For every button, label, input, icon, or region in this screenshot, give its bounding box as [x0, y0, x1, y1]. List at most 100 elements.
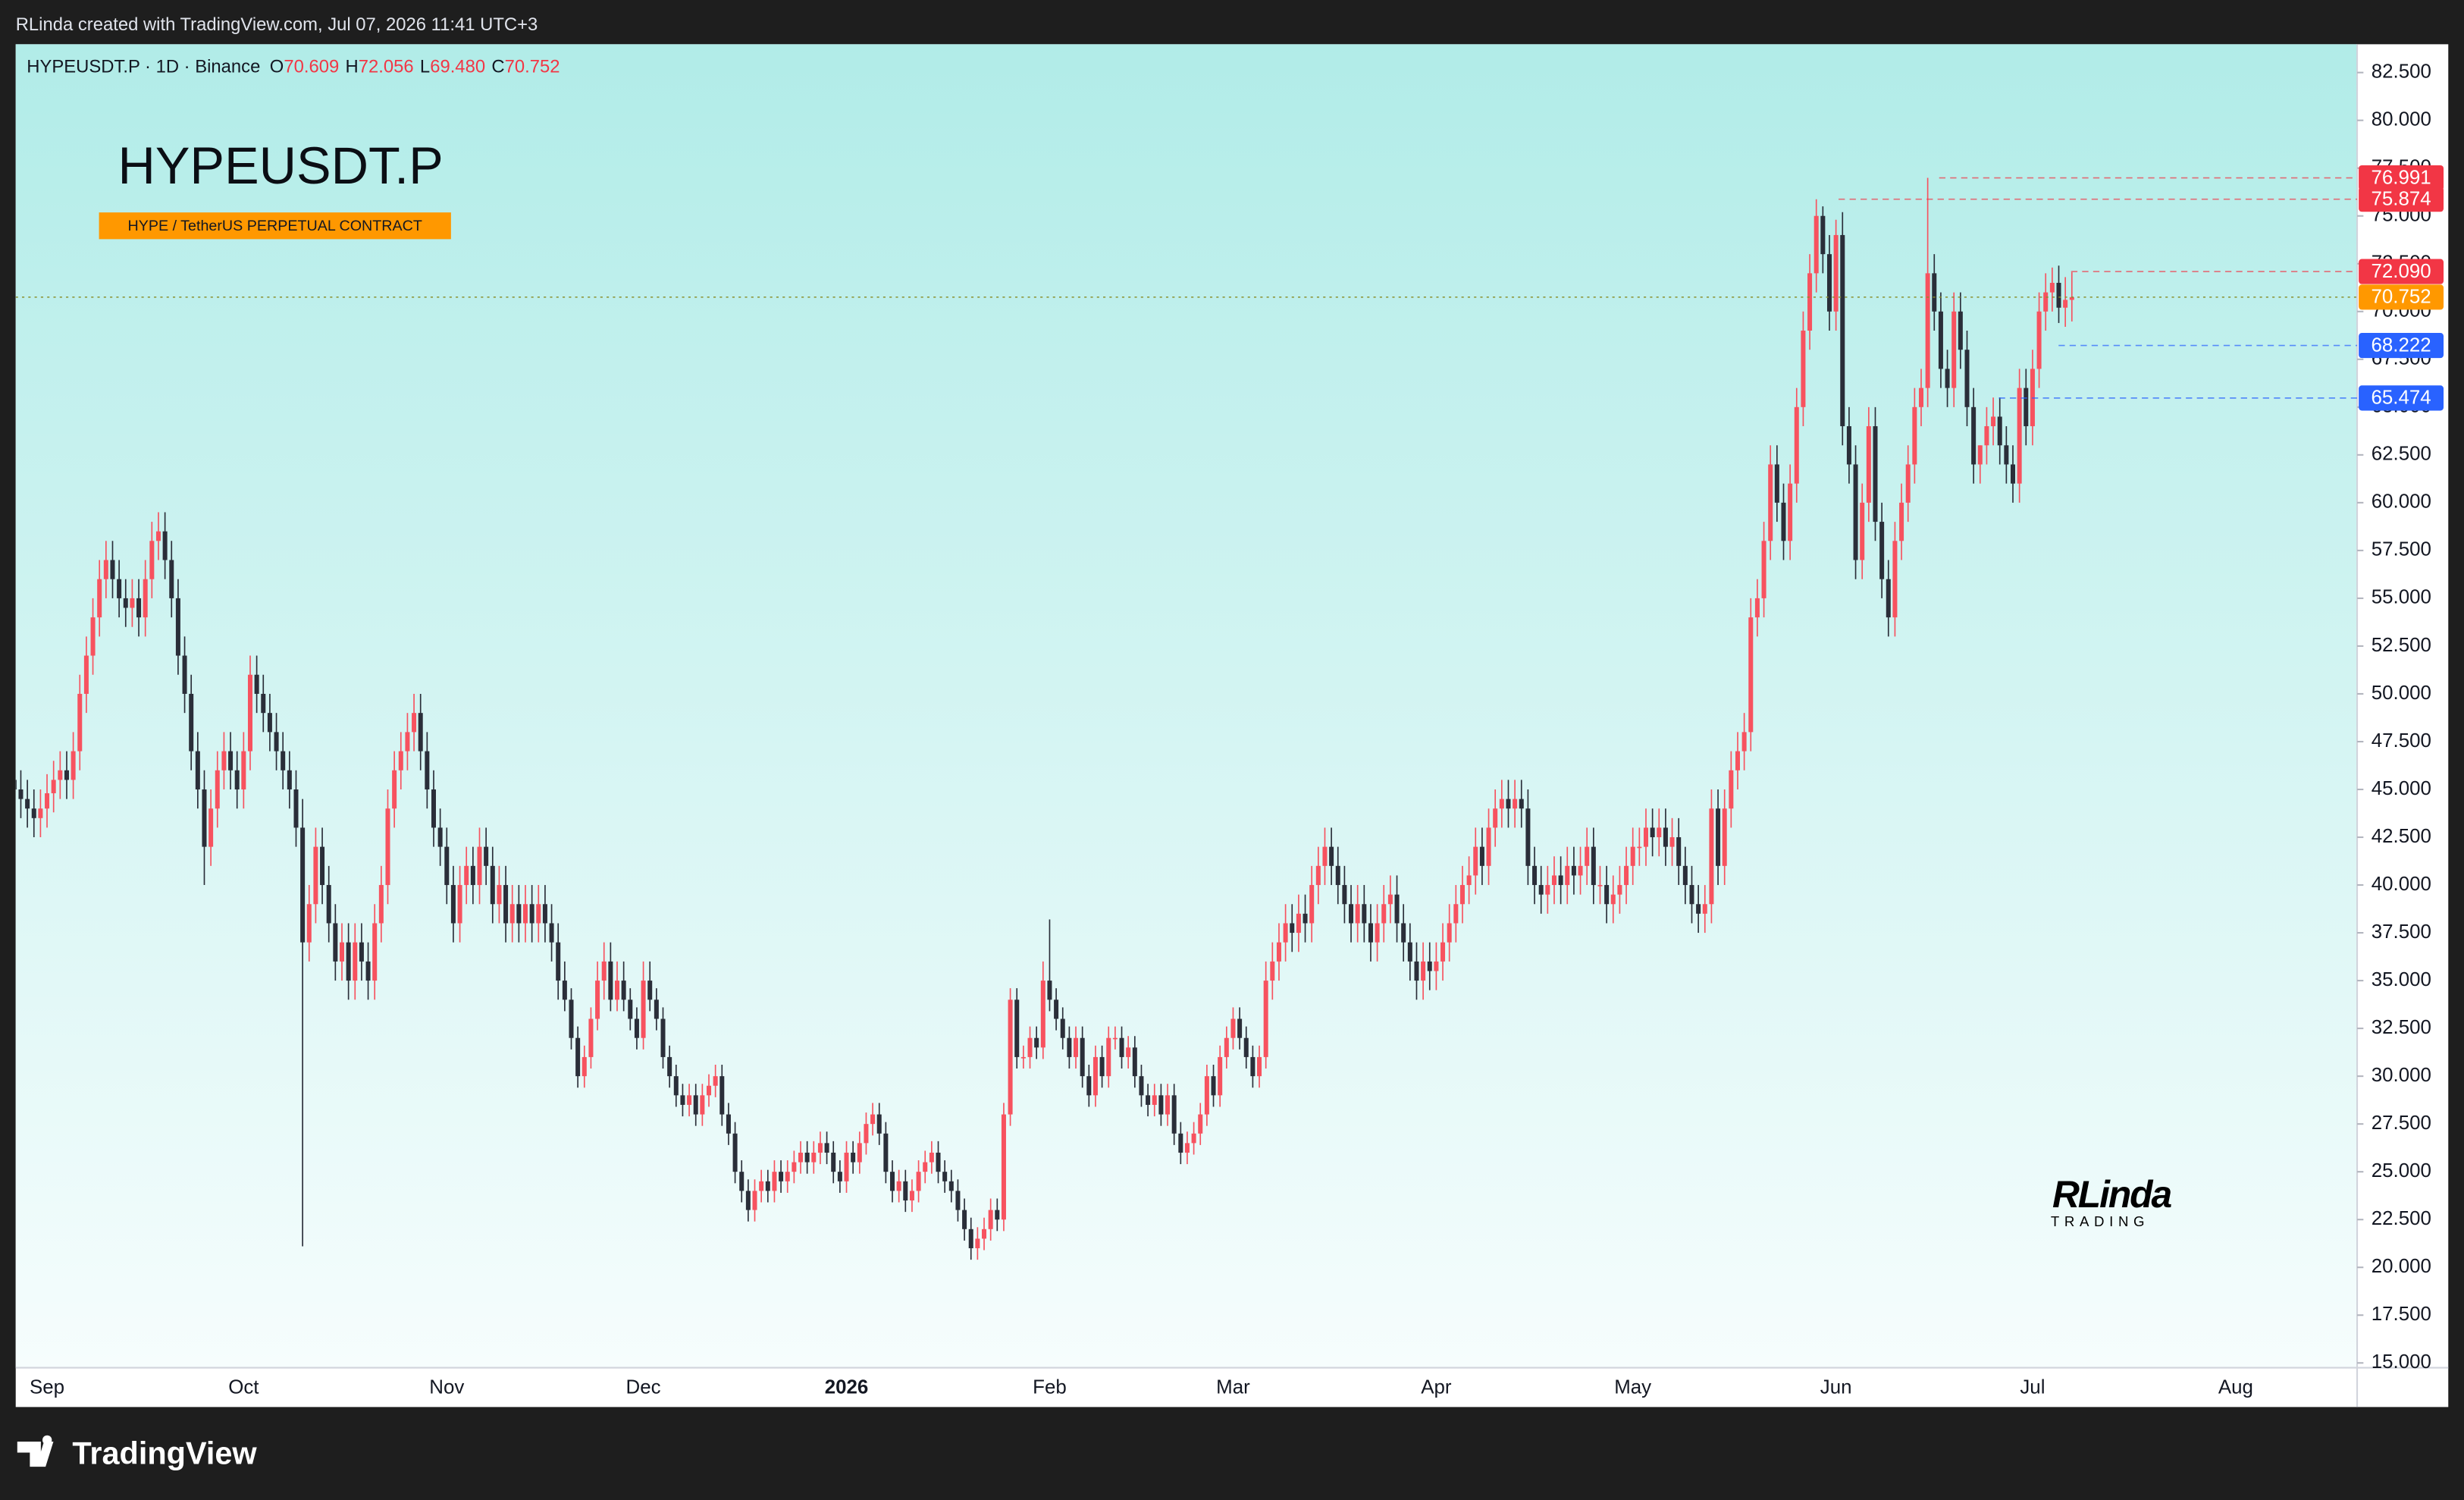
candle-body: [1126, 1047, 1131, 1057]
candle-body: [1886, 579, 1891, 618]
candle-body: [169, 560, 174, 598]
candle-body: [1342, 885, 1347, 905]
candle-body: [1008, 999, 1013, 1115]
candle-body: [38, 808, 43, 818]
x-tick-label: Jun: [1820, 1376, 1852, 1398]
candle-body: [707, 1085, 712, 1096]
candle-body: [1545, 885, 1550, 895]
y-tick-label: 25.000: [2372, 1160, 2431, 1181]
legend-value: 70.752: [505, 57, 560, 77]
candle-body: [1499, 799, 1504, 809]
candle-body: [431, 789, 436, 828]
candle-body: [2017, 388, 2022, 484]
candle-body: [103, 560, 108, 579]
candle-body: [1860, 502, 1865, 560]
candle-body: [1585, 846, 1590, 866]
candle-body: [1794, 406, 1799, 484]
candle-body: [1826, 254, 1832, 312]
candle-body: [58, 770, 63, 780]
candle-body: [1040, 981, 1045, 1048]
candle-body: [1571, 865, 1576, 876]
candle-body: [1853, 464, 1858, 560]
candle-body: [281, 751, 286, 770]
candle-body: [1754, 598, 1760, 618]
candle-body: [123, 598, 128, 608]
candle-body: [365, 961, 371, 981]
y-tick-label: 82.500: [2372, 61, 2431, 83]
candle-body: [1977, 445, 1983, 465]
candle-body: [503, 885, 509, 924]
candle-body: [2024, 388, 2029, 427]
candle-body: [378, 885, 384, 924]
x-tick-label: Apr: [1421, 1376, 1452, 1398]
candle-body: [732, 1133, 738, 1172]
candle-body: [136, 598, 142, 618]
candle-body: [1020, 1056, 1026, 1059]
candle-body: [254, 674, 259, 694]
candle-body: [529, 904, 534, 924]
candle-body: [202, 789, 207, 847]
candle-body: [1971, 406, 1977, 465]
candle-body: [1152, 1095, 1157, 1105]
candle-body: [1250, 1056, 1256, 1077]
candle-body: [1099, 1056, 1105, 1077]
candle-body: [667, 1056, 672, 1077]
candle-body: [1951, 311, 1957, 388]
candle-body: [1034, 1037, 1039, 1048]
plot-area: [15, 44, 2358, 1368]
price-badge: [2359, 385, 2444, 411]
candle-body: [1905, 464, 1911, 503]
candle-body: [1198, 1114, 1203, 1134]
candle-body: [117, 579, 122, 598]
x-tick-label: Jul: [2020, 1376, 2045, 1398]
y-tick-label: 52.500: [2372, 635, 2431, 656]
candle-body: [412, 713, 417, 733]
candle-body: [1597, 885, 1603, 887]
x-tick-label: Dec: [626, 1376, 661, 1398]
candle-body: [261, 693, 266, 714]
candle-body: [1729, 770, 1734, 809]
candle-body: [1329, 846, 1334, 866]
candle-body: [313, 846, 318, 905]
candle-body: [641, 981, 646, 1038]
candle-body: [1748, 617, 1754, 733]
candle-body: [110, 560, 115, 579]
candle-body: [719, 1076, 725, 1115]
candle-body: [77, 693, 83, 752]
candle-body: [1119, 1037, 1124, 1057]
candle-body: [2056, 282, 2061, 308]
candle-body: [1716, 808, 1721, 866]
candle-body: [287, 770, 292, 790]
candle-body: [968, 1229, 973, 1249]
candle-body: [215, 770, 220, 809]
candle-body: [339, 942, 344, 962]
candle-body: [726, 1114, 731, 1134]
candle-body: [1230, 1018, 1236, 1038]
x-tick-label: Feb: [1033, 1376, 1067, 1398]
candle-body: [293, 789, 299, 828]
candle-body: [601, 961, 607, 981]
candle-body: [425, 751, 430, 790]
candle-body: [1074, 1037, 1079, 1057]
candle-body: [1001, 1114, 1006, 1220]
candle-body: [1473, 846, 1478, 876]
subtitle-badge: [99, 212, 451, 240]
candle-body: [1362, 904, 1367, 924]
candle-body: [792, 1162, 797, 1172]
y-tick-label: 62.500: [2372, 444, 2431, 465]
candle-body: [660, 1018, 666, 1057]
candle-body: [1702, 904, 1707, 914]
x-tick-label: Oct: [228, 1376, 259, 1398]
price-badge-label: 72.090: [2371, 261, 2431, 282]
candle-body: [1218, 1056, 1223, 1096]
candle-body: [1414, 961, 1419, 981]
candle-body: [1781, 502, 1786, 541]
candle-body: [1604, 885, 1610, 905]
candle-body: [1178, 1133, 1183, 1153]
candle-body: [392, 770, 397, 809]
candle-body: [1158, 1095, 1164, 1115]
legend-letter: O: [270, 57, 284, 77]
candle-body: [1296, 913, 1301, 934]
candle-body: [1486, 827, 1491, 866]
